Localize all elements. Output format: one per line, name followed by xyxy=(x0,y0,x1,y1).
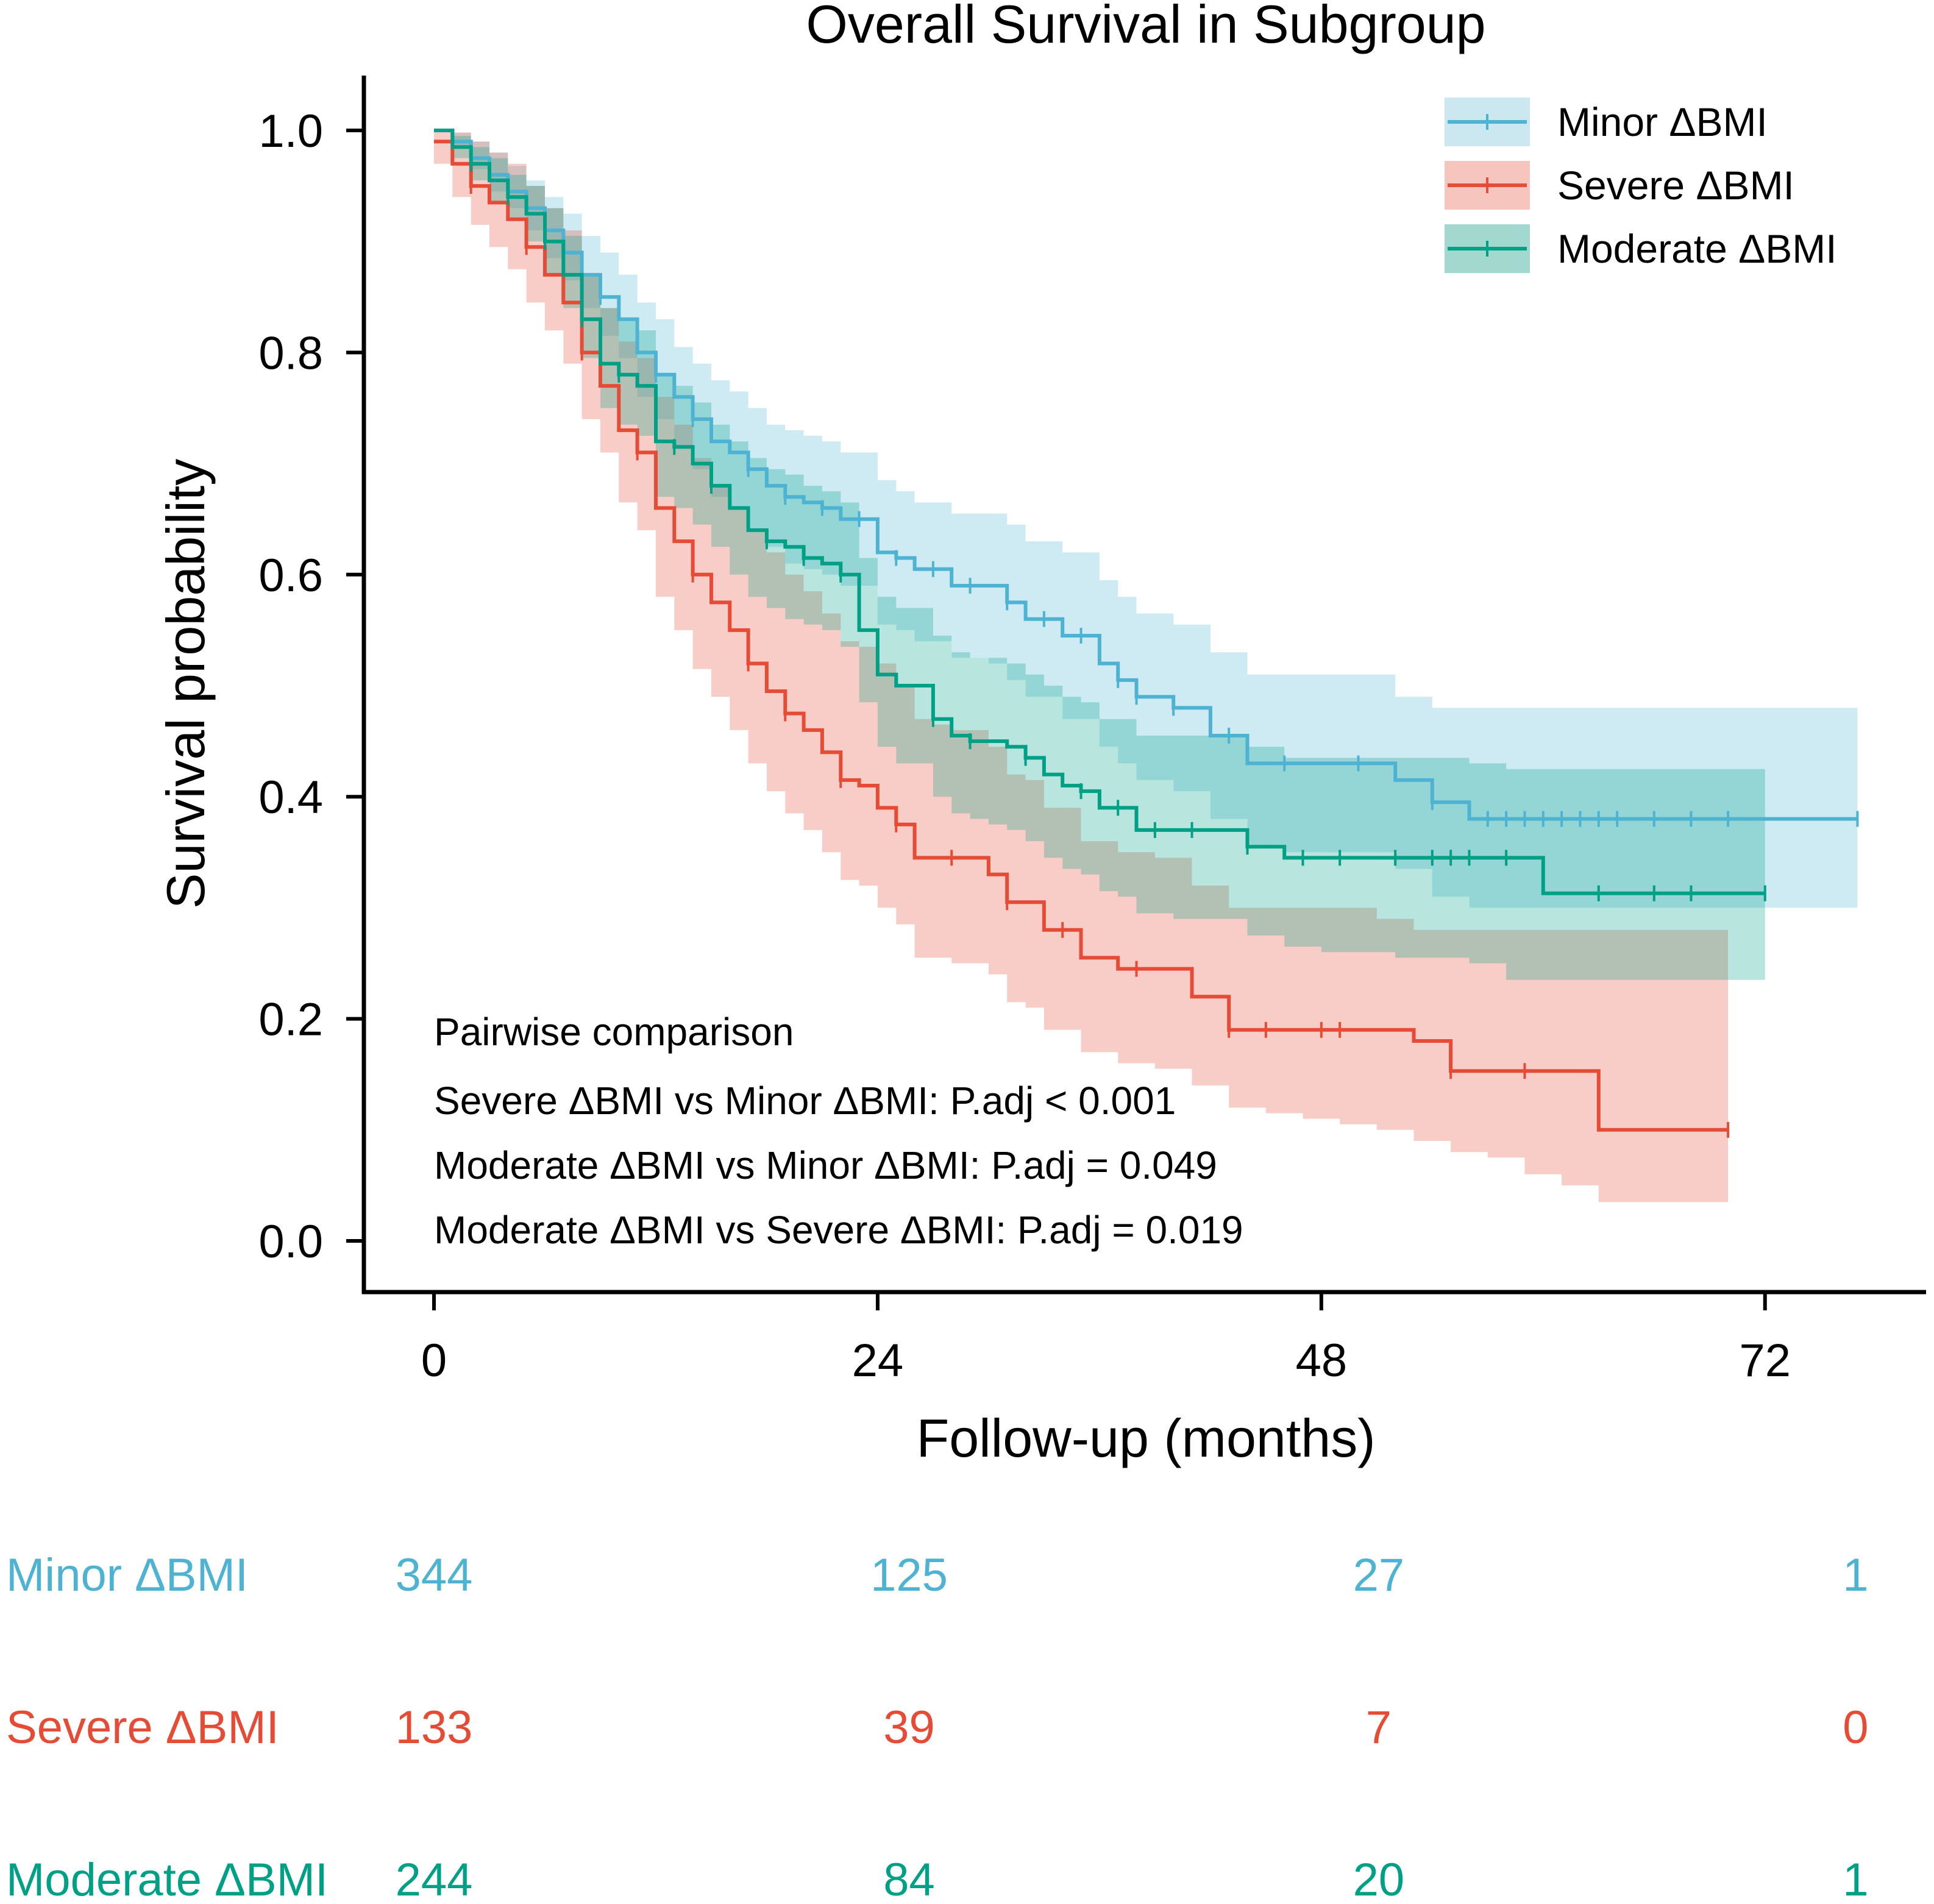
x-tick-label: 72 xyxy=(1739,1335,1791,1387)
risk-table-count: 125 xyxy=(870,1549,948,1601)
y-tick-label: 0.4 xyxy=(258,772,323,823)
legend-label: Severe ΔBMI xyxy=(1557,163,1794,208)
risk-table-count: 7 xyxy=(1366,1702,1392,1753)
risk-table-row: Moderate ΔBMI 244 84 20 1 xyxy=(6,1854,1869,1904)
risk-table-count: 0 xyxy=(1843,1702,1868,1753)
annotation-heading: Pairwise comparison xyxy=(434,1010,794,1054)
confidence-band-moderate-dbmi xyxy=(434,130,1765,980)
legend-label: Minor ΔBMI xyxy=(1557,99,1768,144)
annotation-line-1: Severe ΔBMI vs Minor ΔBMI: P.adj < 0.001 xyxy=(434,1079,1176,1123)
y-tick-label: 1.0 xyxy=(258,105,323,157)
pairwise-annotation: Pairwise comparison Severe ΔBMI vs Minor… xyxy=(434,1010,1243,1252)
x-tick-label: 0 xyxy=(421,1335,447,1387)
legend: Minor ΔBMI Severe ΔBMI Moderate ΔBMI xyxy=(1445,98,1837,273)
legend-item: Severe ΔBMI xyxy=(1445,161,1794,210)
y-tick-label: 0.8 xyxy=(258,327,323,379)
confidence-band-minor-dbmi xyxy=(434,130,1858,908)
risk-table-group-label: Moderate ΔBMI xyxy=(6,1854,328,1904)
survival-curves xyxy=(434,129,1859,1138)
risk-table-group-label: Minor ΔBMI xyxy=(6,1549,248,1601)
y-tick-label: 0.2 xyxy=(258,994,323,1046)
annotation-line-2: Moderate ΔBMI vs Minor ΔBMI: P.adj = 0.0… xyxy=(434,1143,1217,1187)
legend-label: Moderate ΔBMI xyxy=(1557,226,1837,271)
x-tick-label: 24 xyxy=(852,1335,904,1387)
risk-table: Minor ΔBMI 344 125 27 1 Severe ΔBMI 133 39 7 0 Mod… xyxy=(6,1549,1869,1904)
series-severe-dbmi xyxy=(434,140,1730,1138)
annotation-line-3: Moderate ΔBMI vs Severe ΔBMI: P.adj = 0.… xyxy=(434,1208,1243,1252)
survival-curve-severe-dbmi xyxy=(434,140,1729,1132)
series-moderate-dbmi xyxy=(434,129,1766,901)
x-tick-label: 48 xyxy=(1296,1335,1348,1387)
risk-table-count: 133 xyxy=(396,1702,473,1753)
risk-table-count: 39 xyxy=(883,1702,935,1753)
risk-table-count: 344 xyxy=(396,1549,473,1601)
x-axis-ticks: 0 24 48 72 xyxy=(421,1292,1791,1387)
y-axis-ticks: 0.0 0.2 0.4 0.6 0.8 1.0 xyxy=(258,105,364,1268)
survival-curve-minor-dbmi xyxy=(434,129,1858,821)
series-minor-dbmi xyxy=(434,129,1859,827)
legend-item: Minor ΔBMI xyxy=(1445,98,1768,146)
survival-curve-moderate-dbmi xyxy=(434,129,1765,895)
chart-title: Overall Survival in Subgroup xyxy=(806,0,1485,54)
y-tick-label: 0.6 xyxy=(258,550,323,602)
risk-table-group-label: Severe ΔBMI xyxy=(6,1702,279,1753)
y-axis-label: Survival probability xyxy=(155,459,216,909)
risk-table-count: 244 xyxy=(396,1854,473,1904)
risk-table-count: 27 xyxy=(1353,1549,1405,1601)
risk-table-count: 1 xyxy=(1843,1854,1868,1904)
x-axis-label: Follow-up (months) xyxy=(916,1408,1375,1468)
risk-table-count: 84 xyxy=(883,1854,935,1904)
legend-item: Moderate ΔBMI xyxy=(1445,224,1837,273)
confidence-bands xyxy=(434,130,1858,1202)
risk-table-row: Severe ΔBMI 133 39 7 0 xyxy=(6,1702,1869,1753)
risk-table-row: Minor ΔBMI 344 125 27 1 xyxy=(6,1549,1869,1601)
confidence-band-severe-dbmi xyxy=(434,130,1729,1202)
risk-table-count: 1 xyxy=(1843,1549,1868,1601)
y-tick-label: 0.0 xyxy=(258,1216,323,1268)
plot-area xyxy=(434,129,1859,1202)
risk-table-count: 20 xyxy=(1353,1854,1405,1904)
